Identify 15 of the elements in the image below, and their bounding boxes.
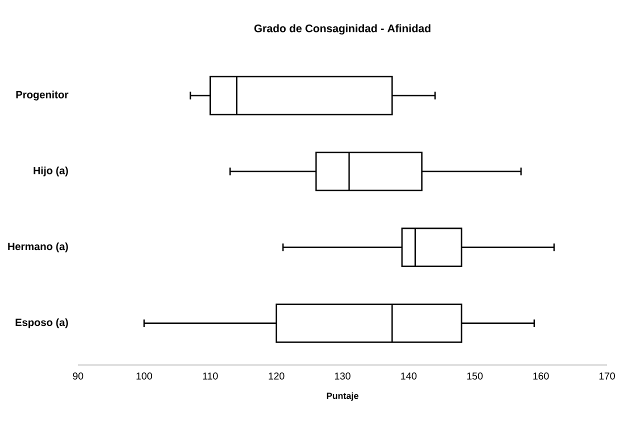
x-tick-label: 150 [467,372,483,380]
y-tick-label: Progenitor [16,90,68,100]
x-tick-label: 120 [268,372,284,380]
x-tick-label: 140 [401,372,417,380]
x-tick-label: 170 [599,372,615,380]
x-tick-label: 110 [203,372,218,380]
y-tick-label: Esposo (a) [16,318,68,328]
x-tick-label: 130 [334,372,350,380]
chart-title: Grado de Consaginidad - Afinidad [254,24,430,34]
x-tick-label: 90 [72,372,84,380]
y-tick-label: Hermano (a) [8,242,68,252]
x-tick-label: 100 [136,372,152,380]
y-tick-label: Hijo (a) [34,166,68,176]
x-tick-label: 160 [533,372,549,380]
x-axis-title: Puntaje [326,392,358,401]
